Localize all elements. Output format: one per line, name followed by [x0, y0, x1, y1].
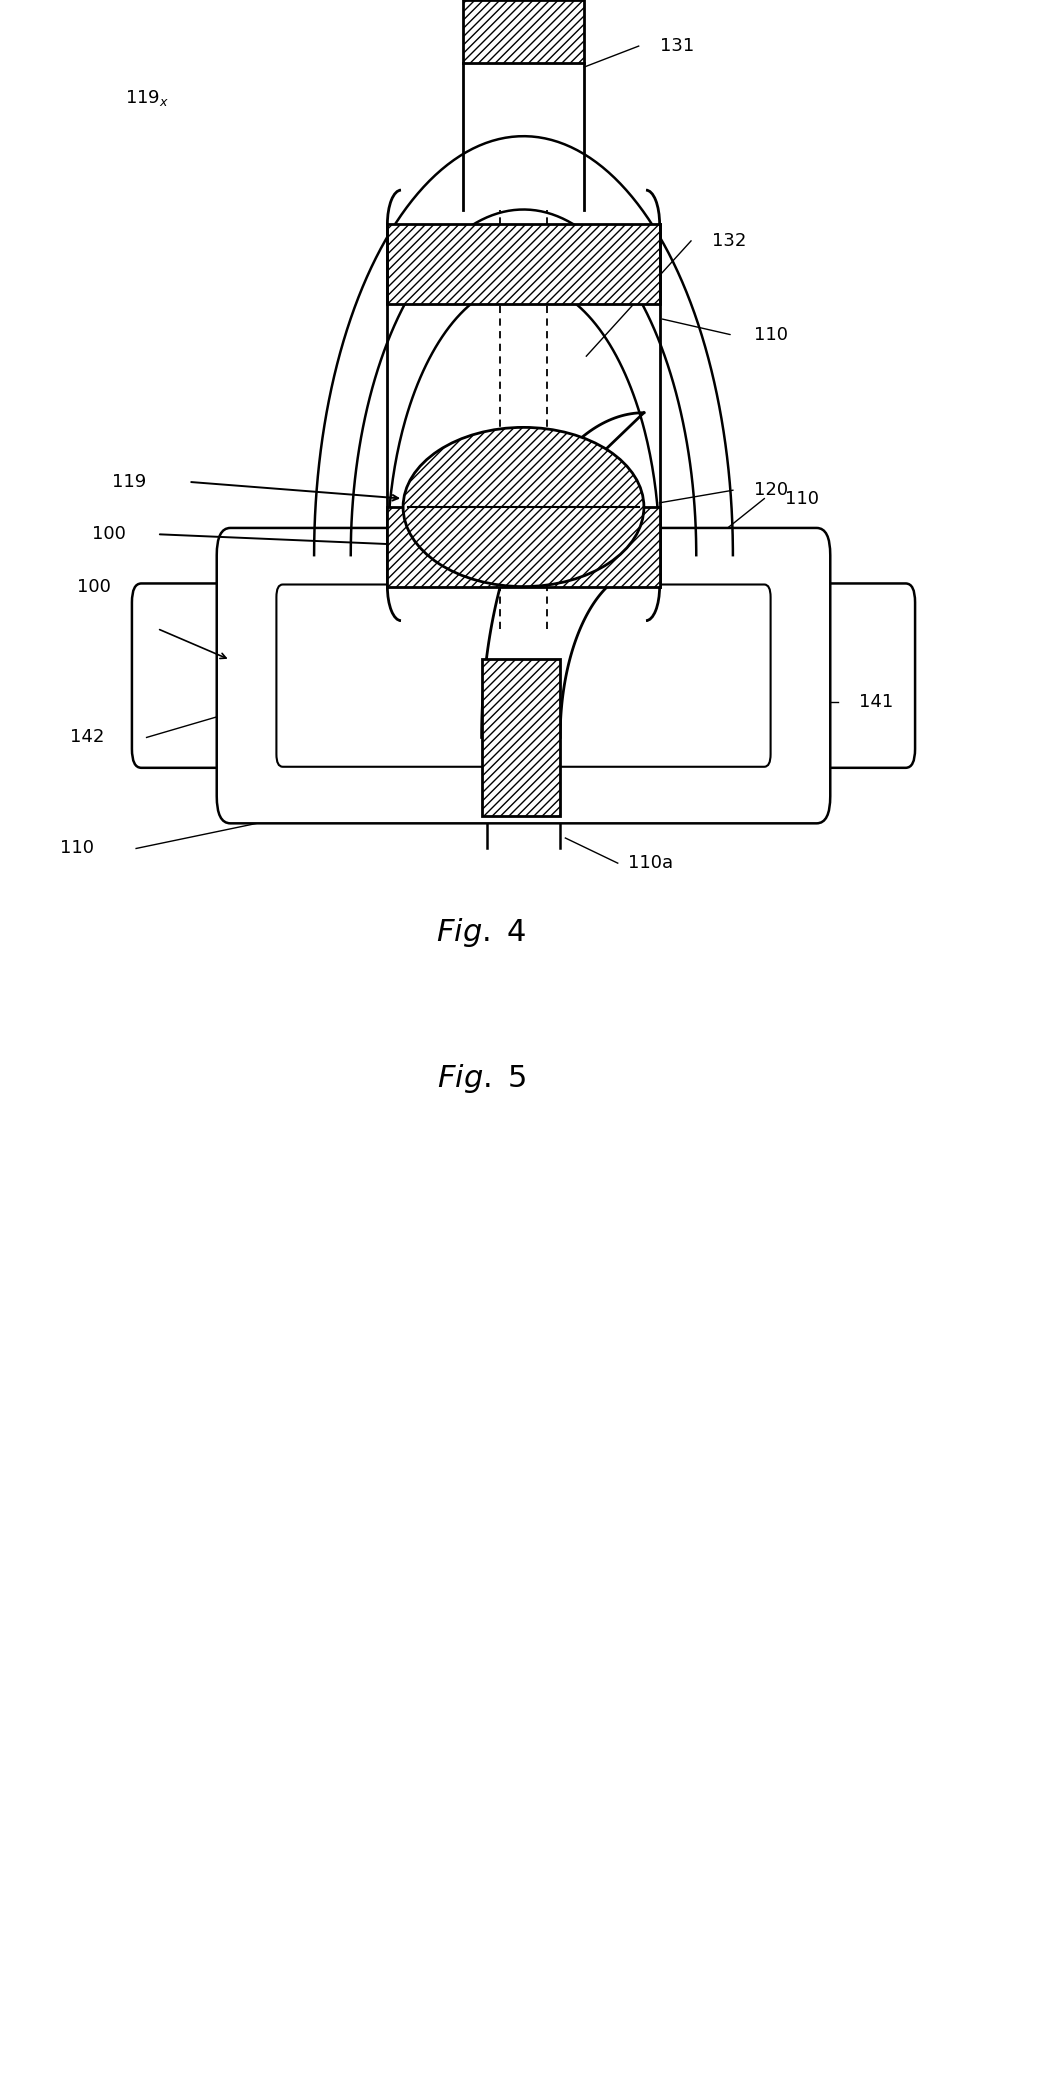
Text: 110: 110 — [754, 327, 787, 344]
Text: 131: 131 — [660, 38, 694, 54]
Bar — [387, 507, 660, 587]
FancyBboxPatch shape — [217, 528, 830, 823]
Text: $119_x$: $119_x$ — [125, 88, 169, 109]
FancyBboxPatch shape — [276, 585, 771, 767]
Bar — [463, 0, 584, 63]
FancyBboxPatch shape — [807, 585, 915, 769]
Bar — [482, 658, 560, 815]
Text: 142: 142 — [70, 729, 105, 746]
Text: $\mathit{Fig.}$ $\mathit{4}$: $\mathit{Fig.}$ $\mathit{4}$ — [437, 916, 527, 949]
Ellipse shape — [403, 427, 644, 587]
Bar — [387, 224, 660, 304]
Text: 119: 119 — [112, 473, 147, 490]
Text: 132: 132 — [712, 233, 747, 249]
FancyBboxPatch shape — [132, 585, 240, 769]
Text: $\mathit{Fig.}$ $\mathit{5}$: $\mathit{Fig.}$ $\mathit{5}$ — [437, 1062, 527, 1096]
Text: 110a: 110a — [628, 855, 673, 872]
Text: 100: 100 — [92, 526, 126, 543]
Text: 120: 120 — [754, 482, 788, 499]
Text: 141: 141 — [859, 693, 893, 710]
Text: 100: 100 — [77, 578, 111, 595]
Text: 132: 132 — [363, 679, 398, 696]
Text: 110: 110 — [785, 490, 819, 507]
Text: 110: 110 — [61, 840, 94, 857]
Text: 131: 131 — [504, 666, 543, 685]
